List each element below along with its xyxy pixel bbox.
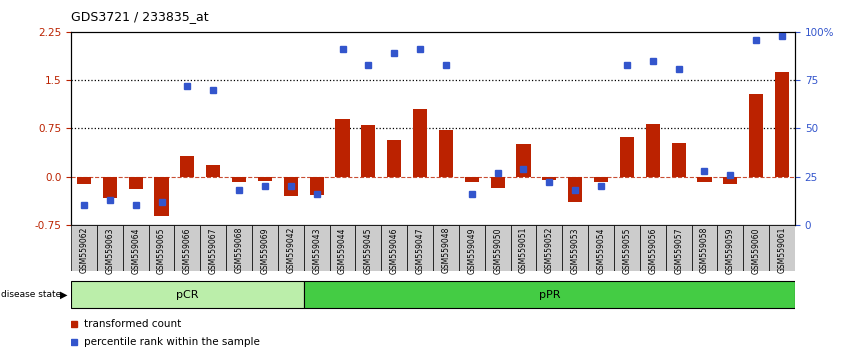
Bar [465,177,479,182]
Bar [692,225,717,271]
Bar [309,177,324,195]
Bar [77,177,91,184]
Bar [433,225,459,271]
Bar [330,225,355,271]
Bar [97,225,123,271]
Bar [717,225,743,271]
Bar [568,177,582,202]
Text: GSM559068: GSM559068 [235,227,243,274]
Bar [361,125,376,177]
Bar [485,225,511,271]
Text: GSM559057: GSM559057 [674,227,683,274]
Bar [128,177,143,189]
Bar [536,225,562,271]
Bar [775,72,789,177]
Text: GSM559069: GSM559069 [261,227,269,274]
Bar [226,225,252,271]
Bar [413,109,427,177]
Bar [278,225,304,271]
Text: GSM559045: GSM559045 [364,227,373,274]
Bar [174,225,200,271]
Text: GSM559059: GSM559059 [726,227,735,274]
Text: GSM559060: GSM559060 [752,227,760,274]
Text: GSM559042: GSM559042 [287,227,295,274]
Bar [459,225,485,271]
Bar [439,130,453,177]
Bar [71,225,97,271]
Bar [335,119,350,177]
Text: GDS3721 / 233835_at: GDS3721 / 233835_at [71,10,209,23]
Text: GSM559049: GSM559049 [468,227,476,274]
Bar [304,281,795,308]
Bar [200,225,226,271]
Bar [407,225,433,271]
Bar [284,177,298,196]
Text: GSM559055: GSM559055 [623,227,631,274]
Bar [588,225,614,271]
Bar [666,225,692,271]
Bar [594,177,608,182]
Text: GSM559058: GSM559058 [700,227,709,274]
Bar [206,165,220,177]
Bar [123,225,149,271]
Text: GSM559062: GSM559062 [80,227,88,274]
Bar [620,137,634,177]
Bar [490,177,505,188]
Text: ▶: ▶ [60,290,68,300]
Text: GSM559061: GSM559061 [778,227,786,274]
Text: pPR: pPR [539,290,560,300]
Text: GSM559043: GSM559043 [312,227,321,274]
Bar [252,225,278,271]
Bar [154,177,169,216]
Bar [614,225,640,271]
Bar [697,177,712,182]
Text: GSM559052: GSM559052 [545,227,554,274]
Bar [71,281,304,308]
Bar [542,177,557,180]
Bar [232,177,246,182]
Bar [671,143,686,177]
Bar [387,140,401,177]
Bar [180,156,195,177]
Bar [516,144,531,177]
Text: percentile rank within the sample: percentile rank within the sample [84,337,260,347]
Text: GSM559051: GSM559051 [519,227,528,274]
Bar [103,177,117,198]
Text: GSM559056: GSM559056 [649,227,657,274]
Text: disease state: disease state [1,290,61,299]
Text: GSM559063: GSM559063 [106,227,114,274]
Text: GSM559064: GSM559064 [131,227,140,274]
Text: transformed count: transformed count [84,319,181,329]
Bar [562,225,588,271]
Text: GSM559065: GSM559065 [157,227,166,274]
Text: GSM559054: GSM559054 [597,227,605,274]
Bar [149,225,174,271]
Text: pCR: pCR [176,290,198,300]
Text: GSM559066: GSM559066 [183,227,192,274]
Bar [258,177,272,181]
Text: GSM559067: GSM559067 [209,227,217,274]
Bar [743,225,769,271]
Text: GSM559047: GSM559047 [416,227,424,274]
Text: GSM559053: GSM559053 [571,227,579,274]
Text: GSM559046: GSM559046 [390,227,398,274]
Bar [749,94,763,177]
Text: GSM559044: GSM559044 [338,227,347,274]
Bar [511,225,536,271]
Bar [646,124,660,177]
Bar [304,225,330,271]
Bar [355,225,381,271]
Text: GSM559048: GSM559048 [442,227,450,274]
Bar [381,225,407,271]
Bar [769,225,795,271]
Bar [723,177,738,184]
Text: GSM559050: GSM559050 [493,227,502,274]
Bar [640,225,666,271]
